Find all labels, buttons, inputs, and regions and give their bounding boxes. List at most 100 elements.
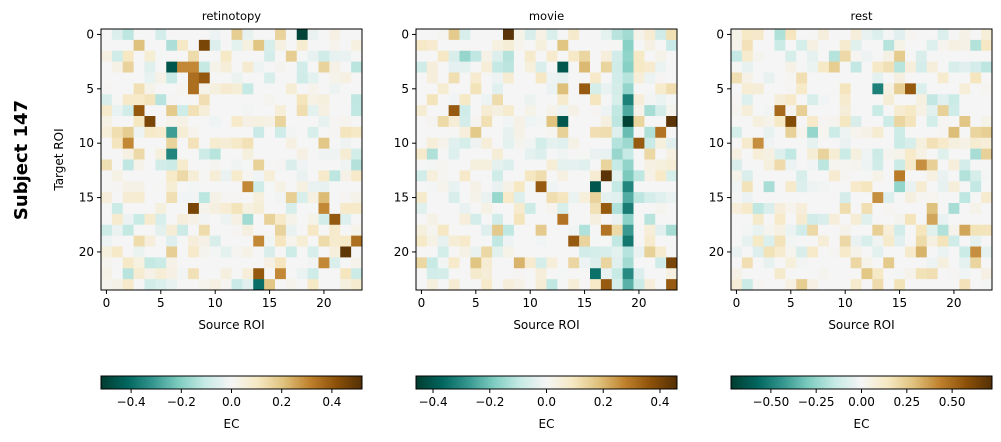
heatmap-cell [448,126,460,139]
heatmap-cell [600,181,613,193]
heatmap-cell [535,213,547,226]
heatmap-cell [513,148,526,160]
heatmap-cell [188,224,200,236]
heatmap-cell [264,159,276,171]
colorbar-segment [213,376,216,389]
colorbar-segment [466,376,469,389]
heatmap-cell [546,224,558,236]
colorbar-segment [658,376,662,389]
colorbar-segment [518,376,521,389]
heatmap-cell [242,213,254,226]
heatmap-cell [416,224,428,236]
heatmap-cell [275,116,287,128]
heatmap-cell [492,213,504,226]
colorbar-segment [524,376,527,389]
colorbar-segment [195,376,198,389]
heatmap-cell [644,116,656,128]
heatmap-cell [818,72,830,84]
heatmap-cell [970,137,982,149]
heatmap-cell [883,224,895,236]
heatmap-cell [122,116,134,128]
heatmap-cell [340,83,352,95]
heatmap-cell [752,224,764,236]
heatmap-cell [177,213,189,226]
colorbar-segment [522,376,525,389]
heatmap-cell [264,137,276,149]
heatmap-cell [155,29,167,41]
heatmap-cell [948,257,960,269]
heatmap-cell [981,94,993,106]
heatmap-cell [340,257,352,269]
heatmap-cell [437,29,449,41]
colorbar-segment [616,376,620,389]
heatmap-cell [644,203,656,215]
heatmap-cell [296,126,308,139]
heatmap-cell [818,105,830,117]
heatmap-cell [166,246,178,258]
heatmap-cell [492,268,504,280]
heatmap-cell [470,246,482,258]
colorbar-segment [771,376,774,389]
heatmap-cell [752,137,764,149]
heatmap-cell [557,279,569,291]
heatmap-cell [470,257,482,269]
heatmap-cell [546,170,558,182]
heatmap-cell [188,257,200,269]
heatmap-cell [807,192,819,204]
heatmap-cell [307,83,319,95]
heatmap-cell [731,148,743,160]
heatmap-cell [524,94,536,106]
heatmap-cell [894,170,906,182]
heatmap-cell [535,268,547,280]
heatmap-cell [437,126,449,139]
heatmap-cell [111,257,124,269]
heatmap-cell [828,159,841,171]
heatmap-cell [785,213,797,226]
heatmap-cell [796,72,808,84]
heatmap-cell [253,83,265,95]
heatmap-cell [275,224,287,236]
heatmap-cell [275,170,287,182]
heatmap-cell [557,148,569,160]
colorbar-segment [917,376,921,389]
colorbar-segment [901,376,905,389]
heatmap-cell [818,137,830,149]
heatmap-cell [611,72,623,84]
colorbar-segment [817,376,820,389]
heatmap-cell [850,159,862,171]
heatmap-cell [318,181,330,193]
x-tick-label: 0 [733,296,741,310]
heatmap-cell [850,257,862,269]
heatmap-cell [655,279,667,291]
heatmap-cell [231,148,243,160]
colorbar-segment [428,376,431,389]
colorbar-segment [769,376,772,389]
colorbar-segment [263,376,267,389]
heatmap-cell [340,126,352,139]
heatmap-cell [655,213,667,226]
colorbar-segment [339,376,343,389]
heatmap-cell [253,148,265,160]
heatmap-cell [590,181,602,193]
heatmap-cell [763,83,775,95]
colorbar-segment [626,376,630,389]
heatmap-cell [981,246,993,258]
colorbar-segment [502,376,505,389]
colorbar-tick-label: −0.4 [418,395,447,409]
heatmap-cell [307,192,319,204]
heatmap-cell [535,170,547,182]
colorbar-segment [460,376,463,389]
heatmap-cell [329,246,341,258]
heatmap-cell [416,72,428,84]
heatmap-cell [340,170,352,182]
heatmap-cell [937,159,949,171]
heatmap-cell [894,126,906,139]
heatmap-cell [948,94,960,106]
heatmap-cell [188,235,200,247]
heatmap-cell [655,170,667,182]
heatmap-cell [915,213,928,226]
colorbar-segment [227,376,230,389]
heatmap-cell [351,148,363,160]
heatmap-cell [275,137,287,149]
heatmap-cell [155,137,167,149]
